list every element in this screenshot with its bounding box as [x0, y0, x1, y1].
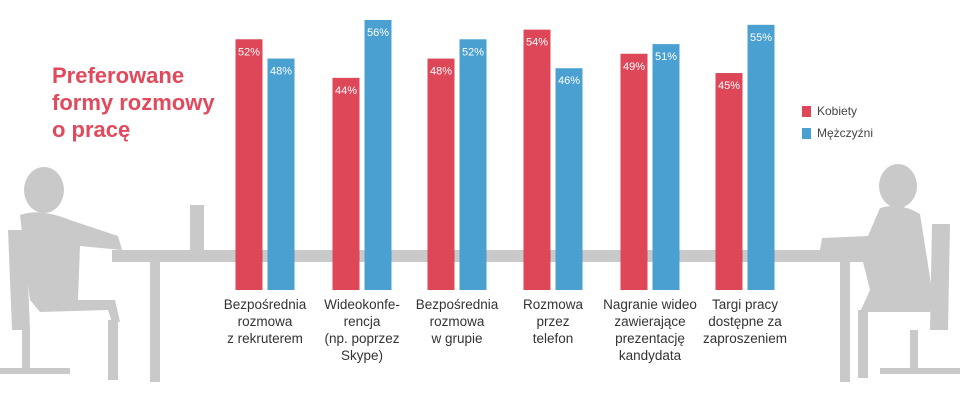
bar-mezczyzni: [267, 58, 295, 291]
chair-right-back: [930, 224, 950, 330]
category-label-line: Nagranie wideo: [603, 297, 697, 312]
bar-kobiety: [427, 58, 455, 291]
category-label-line: rozmowa: [429, 314, 485, 329]
category-label: Bezpośrednia rozmowa w grupie: [397, 296, 517, 347]
chair-left-base: [0, 368, 70, 374]
desk-top: [112, 250, 872, 262]
bar-value-label: 48%: [270, 66, 292, 78]
category-label-line: Wideokonfe-: [324, 297, 400, 312]
person-right-head: [879, 164, 917, 208]
bar-kobiety: [332, 77, 360, 290]
category-label-line: zawierające: [614, 314, 686, 329]
person-right-shin: [858, 310, 868, 378]
legend-label-mezczyzni: Mężczyźni: [817, 126, 874, 140]
category-label-line: rencja: [343, 314, 381, 329]
bar-value-label: 56%: [367, 27, 389, 39]
title-line: Preferowane: [52, 63, 185, 88]
legend: Kobiety Mężczyźni: [802, 100, 873, 144]
category-label-line: telefon: [532, 331, 574, 346]
category-label-line: Targi pracy: [711, 297, 779, 312]
legend-item-mezczyzni: Mężczyźni: [802, 122, 873, 144]
bar-value-label: 55%: [750, 32, 772, 44]
category-label-line: Bezpośrednia: [223, 297, 307, 312]
legend-swatch-mezczyzni: [802, 127, 811, 139]
bar-value-label: 49%: [623, 61, 645, 73]
bar-value-label: 44%: [335, 85, 357, 97]
legend-label-kobiety: Kobiety: [817, 104, 858, 118]
category-label-line: z rekruterem: [227, 331, 303, 346]
bar-mezczyzni: [459, 39, 487, 291]
category-label-line: Bezpośrednia: [415, 297, 499, 312]
person-left-legs: [30, 300, 120, 322]
person-right-body: [820, 206, 932, 290]
bar-value-label: 54%: [526, 37, 548, 49]
category-label: Wideokonfe-rencja (np. poprzez Skype): [302, 296, 422, 364]
chair-left-back: [8, 230, 30, 330]
bar-value-label: 46%: [558, 75, 580, 87]
chair-left-post: [22, 330, 30, 370]
title-line: o pracę: [52, 117, 131, 142]
category-label: Nagranie wideo zawierające prezentację kand…: [590, 296, 710, 364]
legend-swatch-kobiety: [802, 105, 811, 117]
category-label: Bezpośrednia rozmowa z rekruterem: [205, 296, 325, 347]
bar-value-label: 48%: [430, 66, 452, 78]
bar-value-label: 52%: [238, 46, 260, 58]
person-left-body: [20, 212, 122, 300]
chair-right-base: [880, 368, 960, 374]
category-label-line: kandydata: [618, 348, 682, 363]
legend-item-kobiety: Kobiety: [802, 100, 873, 122]
bar-kobiety: [523, 29, 551, 291]
category-label: Rozmowa przez telefon: [493, 296, 613, 347]
bar-mezczyzni: [652, 44, 680, 290]
bar-value-label: 52%: [462, 46, 484, 58]
bar-kobiety: [715, 73, 743, 291]
bar-kobiety: [235, 39, 263, 291]
chart-title: Preferowane formy rozmowy o pracę: [52, 62, 215, 143]
person-left-head: [24, 167, 64, 213]
bar-mezczyzni: [364, 20, 392, 290]
bar-value-label: 45%: [718, 80, 740, 92]
category-label-line: (np. poprzez: [324, 331, 400, 346]
desk-leg-left: [150, 262, 160, 382]
desk-leg-right: [840, 262, 850, 382]
category-label-line: dostępne za: [708, 314, 782, 329]
category-label: Targi pracy dostępne za zaproszeniem: [685, 296, 805, 347]
title-line: formy rozmowy: [52, 90, 215, 115]
category-label-line: w grupie: [431, 331, 483, 346]
chair-right-post: [910, 330, 918, 370]
category-label-line: przez: [536, 314, 570, 329]
bar-mezczyzni: [555, 68, 583, 290]
monitor-left: [190, 205, 204, 250]
category-label-line: zaproszeniem: [702, 331, 788, 346]
category-label-line: Skype): [340, 348, 384, 363]
bar-kobiety: [620, 53, 648, 290]
bar-value-label: 51%: [655, 51, 677, 63]
category-label-line: Rozmowa: [522, 297, 584, 312]
category-label-line: rozmowa: [237, 314, 293, 329]
bar-mezczyzni: [747, 24, 775, 290]
person-right-legs: [860, 290, 935, 312]
category-label-line: prezentację: [615, 331, 685, 346]
person-left-shin: [108, 320, 118, 380]
